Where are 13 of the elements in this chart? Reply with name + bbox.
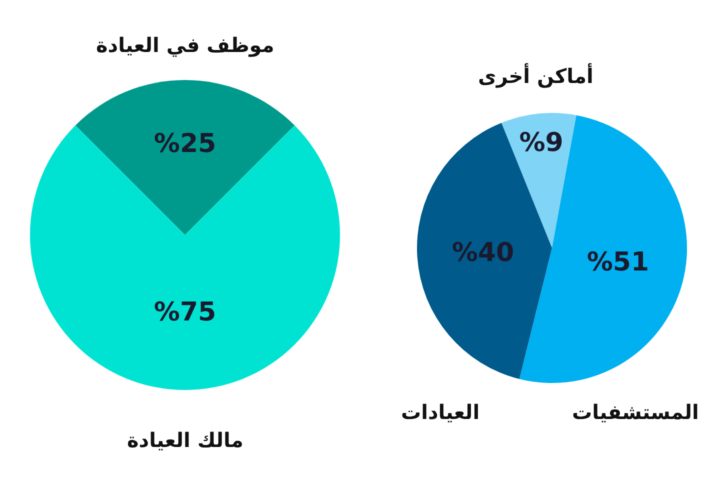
pie-slice <box>519 115 687 383</box>
data-label: %40 <box>452 238 514 268</box>
slice-label: المستشفيات <box>572 400 699 424</box>
data-label: %75 <box>154 298 216 328</box>
data-label: %9 <box>519 128 564 158</box>
slice-label: أماكن أخرى <box>478 63 594 88</box>
pie-slice <box>30 125 340 390</box>
slice-label: موظف في العيادة <box>96 33 274 57</box>
data-label: %25 <box>154 129 216 160</box>
slice-label: مالك العيادة <box>127 428 244 452</box>
data-label: %51 <box>586 247 650 278</box>
slice-label: العيادات <box>401 400 480 424</box>
pie-slice <box>75 80 295 235</box>
